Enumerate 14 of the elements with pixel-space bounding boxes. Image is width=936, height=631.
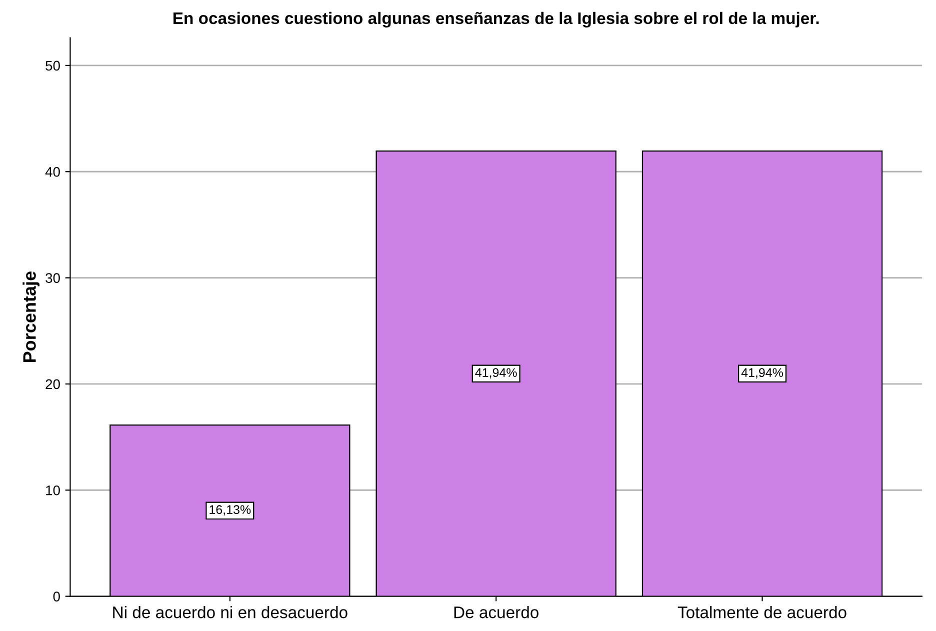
x-tick-label: Ni de acuerdo ni en desacuerdo bbox=[113, 606, 348, 618]
chart-title: En ocasiones cuestiono algunas enseñanzas de la Iglesia sobre el rol de la mujer. bbox=[173, 12, 819, 28]
data-label: 16,13% bbox=[210, 505, 251, 516]
y-tick-label: 10 bbox=[46, 485, 60, 496]
y-tick-label: 30 bbox=[46, 273, 60, 283]
x-tick-label: De acuerdo bbox=[454, 606, 538, 618]
data-label: 41,94% bbox=[475, 368, 517, 378]
y-tick-label: 20 bbox=[46, 379, 60, 390]
y-axis-title: Porcentaje bbox=[22, 272, 40, 362]
y-tick-label: 40 bbox=[45, 166, 60, 177]
y-tick-label: 50 bbox=[46, 60, 60, 71]
x-tick-label: Totalmente de acuerdo bbox=[678, 606, 846, 618]
data-label: 41,94% bbox=[741, 368, 784, 378]
y-tick-label: 0 bbox=[53, 592, 60, 602]
